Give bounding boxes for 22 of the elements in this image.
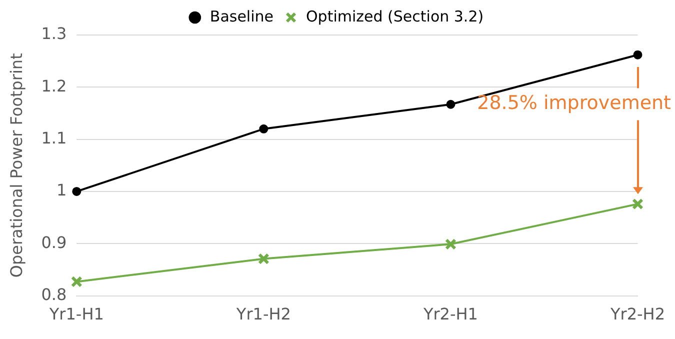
x-tick-label: Yr2-H2 (609, 304, 665, 324)
point (70, 276, 82, 288)
y-axis-title: Operational Power Footprint (6, 53, 26, 278)
point (72, 186, 82, 196)
y-tick-label: 1 (56, 180, 67, 200)
point (633, 50, 642, 60)
y-tick-label: 0.9 (41, 232, 67, 252)
point (446, 100, 456, 109)
y-tick-label: 1.3 (41, 24, 67, 44)
y-tick-label: 1.1 (41, 128, 67, 148)
point (444, 238, 456, 250)
annotation: 28.5% improvement (477, 92, 671, 114)
x-tick-label: Yr1-H2 (235, 304, 291, 324)
point (632, 198, 644, 210)
y-tick-label: 0.8 (41, 284, 67, 304)
point (258, 253, 270, 265)
legend-label: Baseline (210, 7, 274, 26)
x-tick-label: Yr2-H1 (422, 304, 478, 324)
legend-label: Optimized (Section 3.2) (306, 7, 484, 26)
point (259, 124, 268, 134)
y-tick-label: 1.2 (41, 76, 67, 96)
x-tick-label: Yr1-H1 (48, 304, 104, 324)
